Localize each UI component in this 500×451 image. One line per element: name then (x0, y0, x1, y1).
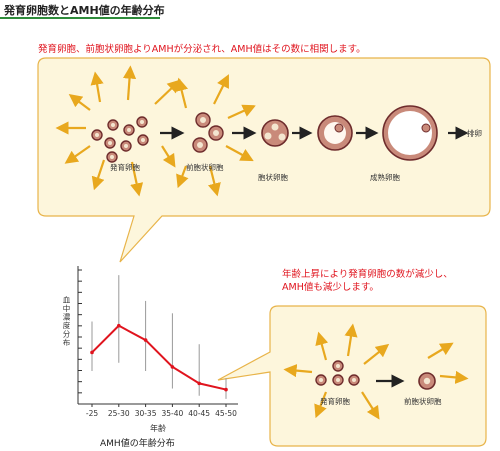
bottom-caption-line2: AMH値も減少します。 (282, 281, 453, 294)
top-callout-bubble (38, 58, 490, 262)
chart-x-tick-label: 25-30 (108, 409, 130, 418)
chart-y-ticks (78, 270, 82, 393)
chart-x-tick-label: 30-35 (135, 409, 157, 418)
label-growing-follicle: 発育卵胞 (110, 162, 140, 173)
chart-x-tick-label: 35-40 (161, 409, 183, 418)
label-ovulation: 排卵 (467, 128, 482, 139)
chart-point (197, 382, 201, 386)
chart-y-label: 血中濃度分布 (61, 296, 72, 347)
chart-caption: AMH値の年齢分布 (100, 436, 175, 449)
chart-point (117, 324, 121, 328)
chart-point (144, 338, 148, 342)
bottom-caption: 年齢上昇により発育卵胞の数が減少し、 AMH値も減少します。 (282, 268, 453, 294)
chart-x-tick-label: 40-45 (188, 409, 210, 418)
chart-range-bars (92, 275, 226, 399)
chart-point (171, 365, 175, 369)
chart-x-tick-label: 45-50 (215, 409, 237, 418)
chart-point (90, 351, 94, 355)
bottom-caption-line1: 年齢上昇により発育卵胞の数が減少し、 (282, 268, 453, 281)
chart-axes (78, 266, 238, 404)
label-preantral-follicle: 前胞状卵胞 (186, 162, 224, 173)
antral-follicle (262, 120, 288, 146)
chart-x-tick-label: -25 (81, 409, 103, 418)
chart-series-line (92, 326, 226, 390)
label-antral-follicle: 胞状卵胞 (258, 172, 288, 183)
bottom-preantral-follicle (419, 373, 435, 389)
mature-follicle (318, 116, 352, 150)
chart-point (224, 388, 228, 392)
ovulatory-follicle (383, 106, 437, 160)
bottom-label-growing: 発育卵胞 (320, 396, 350, 407)
chart-x-label: 年齢 (150, 423, 166, 434)
bottom-label-preantral: 前胞状卵胞 (404, 396, 442, 407)
label-mature-follicle: 成熟卵胞 (370, 172, 400, 183)
